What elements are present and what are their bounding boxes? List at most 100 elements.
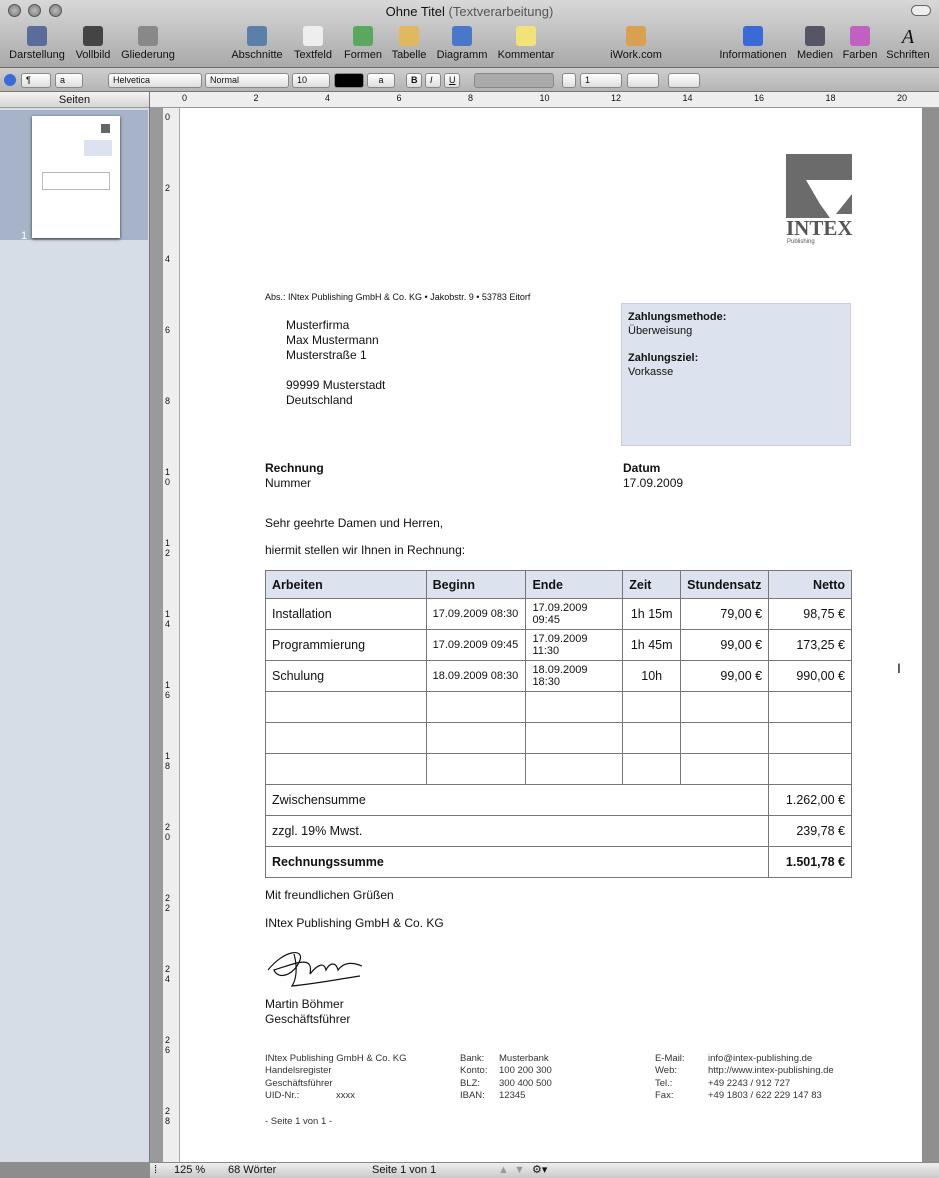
zoom-button[interactable] [49, 4, 62, 17]
minimize-button[interactable] [28, 4, 41, 17]
resize-handle-icon[interactable]: ⁞ [154, 1164, 158, 1176]
toolbar-textfeld-button[interactable]: Textfeld [278, 26, 348, 61]
table-cell[interactable]: Programmierung [265, 629, 427, 661]
toolbar-gliederung-button[interactable]: Gliederung [113, 26, 183, 61]
toolbar-vollbild-button[interactable]: Vollbild [58, 26, 128, 61]
columns-select[interactable] [627, 73, 659, 88]
page-thumbnail[interactable] [32, 116, 120, 238]
italic-button[interactable]: I [425, 73, 441, 88]
table-cell[interactable] [525, 691, 624, 723]
table-cell[interactable] [425, 691, 527, 723]
summary-value[interactable]: 239,78 € [768, 815, 852, 847]
line-spacing-select[interactable]: 1 [580, 73, 622, 88]
table-cell[interactable]: 17.09.2009 09:45 [525, 598, 624, 630]
table-cell[interactable]: 98,75 € [768, 598, 852, 630]
ruler-tick-label: 8 [468, 93, 474, 103]
table-cell[interactable] [768, 753, 852, 785]
iwork-icon [626, 26, 646, 46]
text-color-well[interactable] [334, 73, 364, 88]
table-cell[interactable]: 1h 45m [622, 629, 682, 661]
ruler-tick-label: 2 [165, 183, 171, 193]
ruler-tick-label: 6 [396, 93, 402, 103]
table-cell[interactable]: 1h 15m [622, 598, 682, 630]
table-cell[interactable]: 18.09.2009 08:30 [425, 660, 527, 692]
address-line: Musterstraße 1 [286, 348, 367, 362]
table-cell[interactable]: 79,00 € [680, 598, 770, 630]
table-cell[interactable] [622, 722, 682, 754]
summary-label[interactable]: zzgl. 19% Mwst. [264, 815, 770, 847]
vertical-ruler[interactable]: 0 2 4 6 8 1 0 1 2 1 4 1 6 1 8 2 0 2 2 2 4 2 6 2 8 [163, 108, 180, 1162]
toolbar-medien-button[interactable]: Medien [780, 26, 850, 61]
toolbar-schriften-button[interactable]: A Schriften [873, 26, 939, 61]
table-cell[interactable]: 990,00 € [768, 660, 852, 692]
table-cell[interactable] [680, 691, 770, 723]
table-cell[interactable] [768, 722, 852, 754]
horizontal-ruler[interactable]: 0 2 4 6 8 10 12 14 16 18 20 [150, 92, 939, 108]
gear-icon[interactable]: ⚙▾ [532, 1164, 548, 1176]
toolbar-kommentar-button[interactable]: Kommentar [491, 26, 561, 61]
page-down-icon[interactable]: ▼ [514, 1164, 525, 1176]
toolbar-abschnitte-button[interactable]: Abschnitte [222, 26, 292, 61]
greeting: Sehr geehrte Damen und Herren, [265, 516, 444, 530]
toolbar-darstellung-button[interactable]: Darstellung [2, 26, 72, 61]
table-cell[interactable]: 173,25 € [768, 629, 852, 661]
table-cell[interactable] [425, 722, 527, 754]
ruler-tick-label: 2 [253, 93, 259, 103]
character-style-select[interactable]: a [55, 73, 83, 88]
summary-label[interactable]: Zwischensumme [264, 784, 770, 816]
toolbar-tabelle-button[interactable]: Tabelle [374, 26, 444, 61]
table-cell[interactable]: 99,00 € [680, 629, 770, 661]
column-header: Netto [768, 570, 852, 599]
table-cell[interactable]: 17.09.2009 11:30 [525, 629, 624, 661]
list-style-select[interactable] [668, 73, 700, 88]
pages-sidebar: Seiten 1 [0, 92, 150, 1162]
table-cell[interactable] [265, 722, 427, 754]
table-cell[interactable] [525, 753, 624, 785]
font-size-select[interactable]: 10 [292, 73, 330, 88]
ruler-tick-label: 2 4 [165, 964, 171, 984]
table-cell[interactable] [680, 722, 770, 754]
table-cell[interactable] [525, 722, 624, 754]
column-header: Zeit [622, 570, 682, 599]
number-label: Nummer [265, 476, 312, 490]
table-cell[interactable]: Installation [265, 598, 427, 630]
table-cell[interactable] [265, 753, 427, 785]
table-cell[interactable]: 99,00 € [680, 660, 770, 692]
toolbar-formen-button[interactable]: Formen [328, 26, 398, 61]
table-cell[interactable]: Schulung [265, 660, 427, 692]
toolbar-informationen-button[interactable]: Informationen [718, 26, 788, 61]
page-up-icon[interactable]: ▲ [498, 1164, 509, 1176]
table-cell[interactable]: 17.09.2009 09:45 [425, 629, 527, 661]
footer-line: 300 400 500 [499, 1077, 552, 1089]
bold-button[interactable]: B [406, 73, 422, 88]
font-family-select[interactable]: Helvetica [108, 73, 202, 88]
comment-icon [516, 26, 536, 46]
address-line: Deutschland [286, 393, 353, 407]
footer-contact-values: info@intex-publishing.de http://www.intex… [708, 1053, 834, 1103]
table-cell[interactable]: 17.09.2009 08:30 [425, 598, 527, 630]
table-cell[interactable] [265, 691, 427, 723]
table-cell[interactable] [680, 753, 770, 785]
underline-button[interactable]: U [444, 73, 460, 88]
highlight-color-well[interactable]: a [367, 73, 395, 88]
close-button[interactable] [8, 4, 21, 17]
zoom-select[interactable]: 125 % [174, 1164, 206, 1176]
table-cell[interactable] [622, 691, 682, 723]
table-cell[interactable]: 18.09.2009 18:30 [525, 660, 624, 692]
styles-drawer-icon[interactable] [4, 74, 16, 86]
table-cell[interactable] [425, 753, 527, 785]
toolbar-toggle-button[interactable] [911, 5, 931, 16]
alignment-buttons[interactable] [474, 73, 554, 88]
toolbar-iworkcom-button[interactable]: iWork.com [601, 26, 671, 61]
table-cell[interactable] [768, 691, 852, 723]
summary-label[interactable]: Rechnungssumme [264, 846, 770, 878]
summary-value[interactable]: 1.501,78 € [768, 846, 852, 878]
table-cell[interactable]: 10h [622, 660, 682, 692]
paragraph-style-select[interactable]: ¶ [21, 73, 51, 88]
table-cell[interactable] [622, 753, 682, 785]
summary-value[interactable]: 1.262,00 € [768, 784, 852, 816]
logo-text: INTEX [786, 216, 853, 240]
toolbar-diagramm-button[interactable]: Diagramm [427, 26, 497, 61]
toolbar-farben-button[interactable]: Farben [825, 26, 895, 61]
typeface-select[interactable]: Normal [205, 73, 289, 88]
